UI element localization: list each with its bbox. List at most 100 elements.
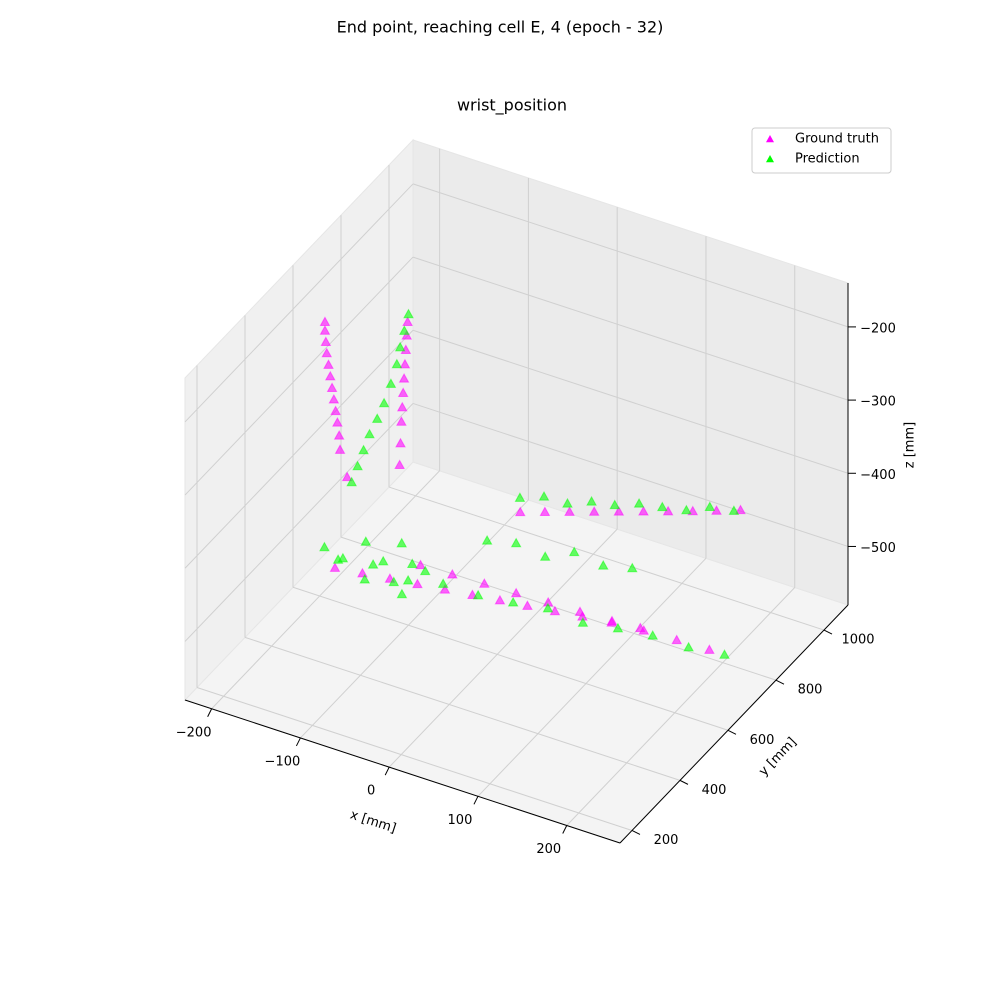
x-tick-label: −100 (265, 754, 301, 769)
data-point (415, 559, 426, 570)
z-tick-label: −500 (860, 541, 896, 556)
grid-line (388, 528, 618, 768)
data-point (633, 497, 645, 508)
data-point (326, 382, 338, 392)
data-point (394, 459, 405, 470)
data-point (324, 370, 336, 381)
data-point (606, 615, 618, 626)
data-point (359, 573, 371, 584)
data-point (333, 430, 345, 440)
grid-line (477, 557, 707, 797)
data-point (626, 562, 638, 573)
grid-line (388, 486, 825, 631)
legend-label: Ground truth (795, 132, 879, 147)
data-point (371, 413, 383, 423)
x-tick-label: 0 (367, 784, 375, 799)
data-point (396, 416, 407, 426)
data-point (681, 504, 692, 515)
grid-line (196, 686, 633, 831)
legend-marker (766, 135, 774, 143)
data-point (574, 606, 586, 616)
y-tick-label: 800 (798, 683, 823, 698)
data-point (346, 476, 358, 487)
data-point (332, 554, 344, 564)
data-point (397, 387, 409, 398)
grid-line (184, 329, 414, 569)
data-point (609, 499, 621, 510)
data-point (330, 405, 341, 416)
data-point (402, 316, 413, 327)
data-point (683, 641, 694, 652)
legend-marker (766, 155, 774, 163)
x-axis-line (184, 699, 621, 844)
data-point (395, 437, 406, 448)
data-point (385, 378, 397, 388)
data-point (549, 605, 561, 616)
legend-label: Prediction (795, 152, 860, 167)
panes (184, 138, 849, 844)
z-tick-label: −300 (860, 395, 896, 410)
data-point (439, 583, 451, 594)
data-point (539, 551, 551, 561)
grid-line (412, 256, 849, 401)
grid-line (184, 183, 414, 423)
data-point (671, 634, 683, 645)
x-axis-label: x [mm] (348, 808, 398, 837)
data-point (341, 471, 353, 482)
data-point (332, 417, 343, 427)
data-point (391, 358, 403, 369)
data-point (539, 506, 551, 516)
data-point (323, 359, 334, 369)
data-point (510, 587, 522, 598)
y-tick-label: 1000 (841, 633, 874, 648)
data-point (396, 588, 408, 599)
y-tick (631, 830, 641, 835)
data-point (494, 594, 506, 605)
grid-line (184, 403, 414, 642)
x-tick (562, 825, 568, 834)
data-point (568, 546, 580, 557)
data-point (728, 505, 740, 515)
data-point (360, 536, 372, 546)
x-tick (207, 708, 213, 717)
data-point (586, 495, 597, 506)
data-point (319, 325, 331, 335)
z-axis-label: z [mm] (903, 422, 918, 468)
data-point (399, 358, 411, 369)
grid-line (244, 636, 681, 781)
data-point (328, 393, 340, 404)
data-point (319, 541, 330, 552)
grid-line (566, 587, 796, 826)
data-point (514, 506, 526, 517)
data-point (437, 578, 449, 588)
data-point (352, 460, 363, 471)
data-point (394, 341, 406, 352)
grid-line (300, 499, 529, 739)
data-point (396, 537, 408, 548)
data-point (612, 622, 624, 633)
y-axis-line (619, 604, 849, 844)
data-point (398, 325, 410, 335)
x-tick (384, 766, 390, 776)
z-tick-label: −200 (860, 321, 896, 336)
data-point (419, 565, 431, 576)
x-tick (295, 737, 301, 747)
chart-title: End point, reaching cell E, 4 (epoch - 3… (337, 18, 664, 37)
data-point (358, 444, 369, 455)
data-point (320, 336, 332, 347)
data-point (401, 330, 413, 340)
data-point (479, 578, 490, 588)
data-point (510, 537, 522, 548)
chart-subtitle: wrist_position (457, 96, 567, 116)
data-point (507, 596, 519, 607)
data-point (564, 506, 575, 516)
data-point (522, 600, 533, 610)
data-point (704, 501, 716, 512)
grid-line (184, 256, 414, 496)
data-point (412, 578, 423, 589)
x-tick (473, 796, 479, 805)
data-point (334, 444, 346, 454)
grid-line (412, 329, 849, 474)
